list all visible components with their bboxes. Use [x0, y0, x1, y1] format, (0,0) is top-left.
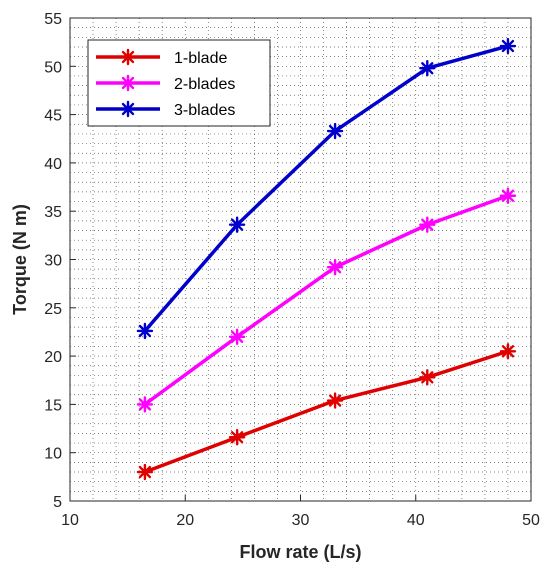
y-tick-label: 5 [53, 494, 62, 511]
data-point [419, 216, 436, 233]
y-tick-label: 35 [44, 204, 62, 221]
y-tick-label: 15 [44, 397, 62, 414]
legend-label: 3-blades [174, 102, 235, 119]
series-3-blades [136, 37, 517, 340]
x-tick-label: 40 [407, 512, 425, 529]
y-tick-label: 45 [44, 108, 62, 125]
legend-label: 2-blades [174, 76, 235, 93]
y-tick-label: 20 [44, 349, 62, 366]
data-point [228, 328, 246, 345]
data-point [326, 259, 344, 276]
y-tick-label: 25 [44, 301, 62, 318]
x-tick-label: 10 [61, 512, 79, 529]
x-tick-label: 30 [292, 512, 310, 529]
x-tick-label: 50 [522, 512, 540, 529]
x-tick-label: 20 [176, 512, 194, 529]
data-point [499, 187, 517, 204]
data-point [136, 396, 154, 413]
data-point [499, 343, 517, 360]
data-point [326, 392, 344, 409]
y-tick-label: 30 [44, 253, 62, 270]
legend-item: 1-blade [96, 48, 227, 67]
data-point [419, 60, 436, 77]
data-point [119, 48, 137, 66]
legend-item: 3-blades [96, 100, 235, 119]
y-tick-label: 50 [44, 59, 62, 76]
data-point [228, 429, 246, 446]
legend-item: 2-blades [96, 74, 235, 93]
data-point [419, 369, 436, 386]
y-tick-label: 10 [44, 446, 62, 463]
series-1-blade [136, 343, 517, 481]
series-layer [136, 37, 517, 481]
y-tick-label: 55 [44, 11, 62, 28]
data-point [136, 322, 154, 340]
data-point [119, 74, 137, 92]
data-point [119, 100, 137, 118]
legend: 1-blade 2-blades 3-blades [87, 39, 271, 127]
y-axis-label: Torque (N m) [10, 204, 30, 315]
data-point [228, 216, 246, 233]
data-point [136, 463, 154, 481]
x-axis-label: Flow rate (L/s) [239, 542, 361, 562]
series-2-blades [136, 187, 517, 413]
data-point [326, 122, 344, 140]
data-point [499, 37, 517, 55]
y-tick-label: 40 [44, 156, 62, 173]
legend-label: 1-blade [174, 50, 227, 67]
